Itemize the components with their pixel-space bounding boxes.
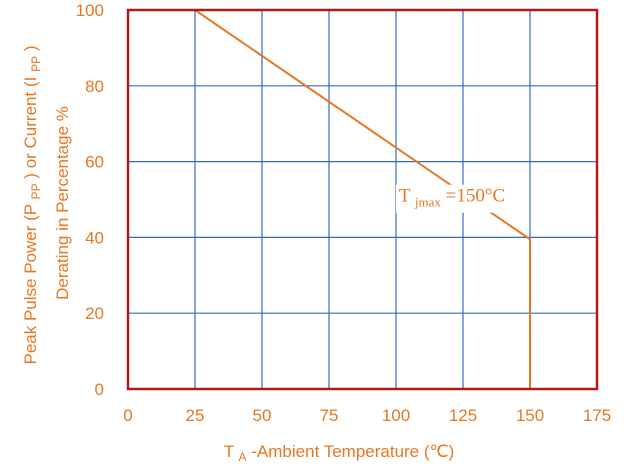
- y-axis-title-line2: Derating in Percentage %: [53, 106, 72, 300]
- x-axis-title-main: T: [224, 442, 234, 461]
- x-tick-label: 25: [186, 406, 205, 425]
- x-tick-labels: 0 25 50 75 100 125 150 175: [123, 406, 611, 425]
- y-tick-labels: 0 20 40 60 80 100: [76, 1, 104, 399]
- x-tick-label: 0: [123, 406, 132, 425]
- y-tick-label: 80: [85, 77, 104, 96]
- y-tick-label: 40: [85, 228, 104, 247]
- y-axis-title-mid: ) or Current (I: [21, 77, 40, 179]
- x-tick-label: 50: [253, 406, 272, 425]
- x-tick-label: 75: [320, 406, 339, 425]
- y-axis-title-line1: Peak Pulse Power (P PP ) or Current (I P…: [21, 46, 44, 365]
- plot-frame: [126, 8, 599, 391]
- y-tick-label: 100: [76, 1, 104, 20]
- x-tick-label: 125: [449, 406, 477, 425]
- y-axis-title-sub2: PP: [29, 56, 43, 72]
- x-axis-title: T A -Ambient Temperature (℃): [224, 442, 455, 465]
- annotation-sub: jmax: [414, 195, 441, 210]
- annotation-main: T: [399, 186, 411, 207]
- grid-lines: [128, 10, 597, 389]
- x-axis-title-sub: A: [239, 450, 247, 464]
- annotation-background: [395, 184, 509, 213]
- y-axis-title-pre: Peak Pulse Power (P: [21, 204, 40, 364]
- x-tick-label: 175: [583, 406, 611, 425]
- y-axis-title-post: ): [21, 46, 40, 52]
- y-tick-label: 0: [95, 380, 104, 399]
- annotation-group: T jmax =150°C: [395, 184, 509, 213]
- tjmax-annotation: T jmax =150°C: [399, 186, 505, 212]
- y-tick-label: 60: [85, 153, 104, 172]
- y-axis-title-sub1: PP: [29, 183, 43, 199]
- annotation-rest: =150°C: [446, 186, 506, 207]
- x-tick-label: 150: [516, 406, 544, 425]
- y-tick-label: 20: [85, 304, 104, 323]
- x-tick-label: 100: [382, 406, 410, 425]
- x-axis-title-rest: -Ambient Temperature (℃): [251, 442, 454, 461]
